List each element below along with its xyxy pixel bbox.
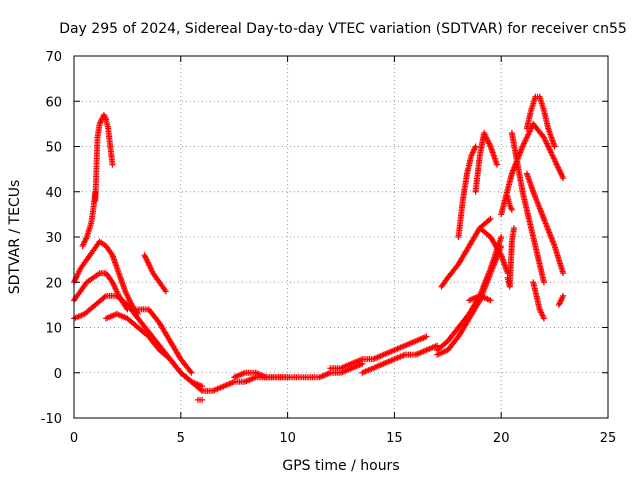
x-axis-label: GPS time / hours <box>282 458 399 474</box>
y-tick-label: 70 <box>45 50 62 65</box>
data-point <box>472 143 479 150</box>
y-tick-label: 20 <box>45 276 62 291</box>
series-rise-a <box>434 234 505 354</box>
data-point <box>540 315 547 322</box>
data-point <box>493 161 500 168</box>
series-morning-b <box>359 342 441 376</box>
data-point <box>508 206 515 213</box>
y-tick-label: -10 <box>41 412 62 427</box>
x-tick-label: 25 <box>600 431 617 446</box>
y-tick-label: 40 <box>45 186 62 201</box>
data-point-interp <box>497 250 504 257</box>
data-point <box>498 243 505 250</box>
series-track-e <box>141 252 169 295</box>
y-tick-label: 30 <box>45 231 62 246</box>
x-tick-label: 5 <box>177 431 185 446</box>
y-tick-label: 0 <box>54 367 62 382</box>
series-spike-e <box>472 129 500 195</box>
x-tick-label: 10 <box>279 431 296 446</box>
data-point-interp <box>187 368 194 375</box>
data-point <box>188 369 195 376</box>
data-point <box>560 270 567 277</box>
axis-ticks: 0 5 10 15 20 25 -10 0 10 20 30 40 50 60 70 <box>41 50 617 446</box>
x-tick-label: 15 <box>386 431 403 446</box>
data-point <box>162 288 169 295</box>
data-point <box>560 175 567 182</box>
series-track-o <box>504 224 518 290</box>
y-tick-label: 50 <box>45 141 62 156</box>
y-axis-label: SDTVAR / TECUs <box>7 180 23 295</box>
series-track-g <box>466 292 494 304</box>
data-point <box>560 292 567 299</box>
data-point <box>92 188 99 195</box>
data-point <box>498 234 505 240</box>
data-point <box>487 297 494 304</box>
series-track-f <box>135 306 195 376</box>
series-track-k <box>508 129 547 286</box>
data-point-interp <box>101 293 108 300</box>
data-point <box>540 279 547 286</box>
y-tick-label: 60 <box>45 95 62 110</box>
data-point <box>284 374 291 381</box>
series-track-a <box>71 238 142 317</box>
data-point <box>423 333 430 340</box>
data-point <box>109 161 116 168</box>
data-points <box>71 93 567 403</box>
data-point <box>199 396 206 403</box>
series-track-j <box>523 170 567 277</box>
series-early-rise <box>79 188 99 250</box>
data-point <box>551 143 558 150</box>
series-track-i <box>523 93 558 150</box>
data-point <box>487 215 494 222</box>
x-tick-label: 0 <box>70 431 78 446</box>
series-night-upper <box>231 369 291 381</box>
data-point-interp <box>486 217 493 224</box>
series-rise-d <box>455 143 479 240</box>
series-track-d <box>103 310 195 385</box>
data-point <box>511 224 518 231</box>
chart-title: Day 295 of 2024, Sidereal Day-to-day VTE… <box>59 21 627 37</box>
series-track-n <box>504 193 515 213</box>
grid-lines <box>74 56 608 418</box>
series-morning-a <box>327 333 430 372</box>
x-tick-label: 20 <box>493 431 510 446</box>
y-tick-label: 10 <box>45 322 62 337</box>
data-point-interp <box>197 386 204 393</box>
series-track-l <box>530 279 547 322</box>
series-night-low <box>194 396 206 403</box>
series-track-m <box>555 292 567 308</box>
